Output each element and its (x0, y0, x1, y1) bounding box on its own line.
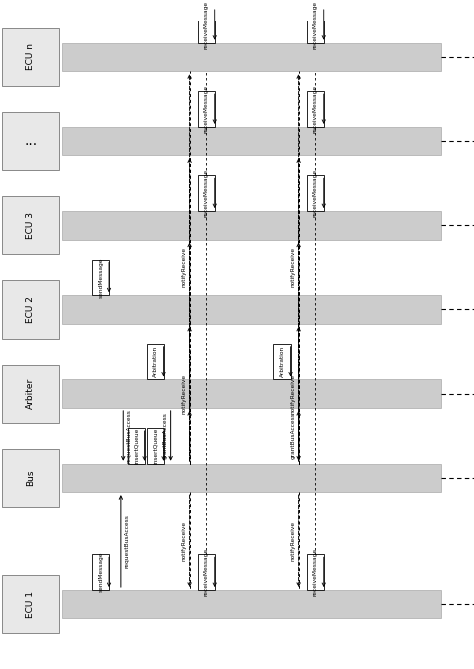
Bar (2, 449, 59, 507)
Bar (62, 295, 441, 324)
Bar (198, 175, 215, 211)
Text: requestBusAccess: requestBusAccess (127, 409, 131, 463)
Text: receiveMessage: receiveMessage (204, 548, 209, 596)
Bar (198, 555, 215, 590)
Bar (198, 91, 215, 127)
Text: insertQueue: insertQueue (134, 427, 139, 464)
Bar (62, 127, 441, 155)
Bar (2, 280, 59, 339)
Text: receiveMessage: receiveMessage (313, 169, 318, 217)
Bar (147, 344, 164, 379)
Text: requestBusAccess: requestBusAccess (124, 514, 129, 568)
Text: Arbitration: Arbitration (153, 346, 158, 377)
Bar (62, 43, 441, 71)
Text: receiveMessage: receiveMessage (204, 1, 209, 49)
Bar (92, 555, 109, 590)
Text: notifyReceive: notifyReceive (182, 373, 186, 413)
Bar (2, 365, 59, 423)
Text: Bus: Bus (27, 470, 35, 486)
Text: ECU 1: ECU 1 (27, 591, 35, 617)
Text: notifyReceive: notifyReceive (291, 521, 295, 561)
Bar (62, 211, 441, 240)
Text: ...: ... (24, 134, 37, 148)
Text: receiveMessage: receiveMessage (313, 1, 318, 49)
Bar (62, 379, 441, 408)
Bar (307, 175, 324, 211)
Text: Arbiter: Arbiter (27, 378, 35, 409)
Bar (198, 7, 215, 43)
Text: notifyReceive: notifyReceive (291, 248, 295, 288)
Text: receiveMessage: receiveMessage (313, 548, 318, 596)
Bar (2, 196, 59, 254)
Text: receiveMessage: receiveMessage (313, 85, 318, 133)
Text: grantBusAccess: grantBusAccess (291, 412, 295, 459)
Bar (2, 27, 59, 86)
Bar (92, 260, 109, 295)
Text: Arbitration: Arbitration (280, 346, 284, 377)
Bar (62, 464, 441, 492)
Bar (307, 7, 324, 43)
Bar (2, 112, 59, 170)
Bar (307, 555, 324, 590)
Text: ECU 3: ECU 3 (27, 212, 35, 239)
Text: insertQueue: insertQueue (153, 427, 158, 464)
Bar (307, 91, 324, 127)
Text: grantBusAccess: grantBusAccess (163, 412, 167, 459)
Bar (147, 428, 164, 464)
Text: ECU 2: ECU 2 (27, 296, 35, 323)
Text: sendMessage: sendMessage (98, 552, 103, 593)
Text: sendMessage: sendMessage (98, 257, 103, 298)
Text: notifyReceive: notifyReceive (182, 248, 186, 288)
Text: receiveMessage: receiveMessage (204, 85, 209, 133)
Text: notifyReceive: notifyReceive (291, 373, 295, 413)
Bar (2, 575, 59, 634)
Bar (128, 428, 145, 464)
Text: notifyReceive: notifyReceive (182, 521, 186, 561)
Text: receiveMessage: receiveMessage (204, 169, 209, 217)
Bar (62, 590, 441, 618)
Text: ECU n: ECU n (27, 43, 35, 70)
Bar (273, 344, 291, 379)
